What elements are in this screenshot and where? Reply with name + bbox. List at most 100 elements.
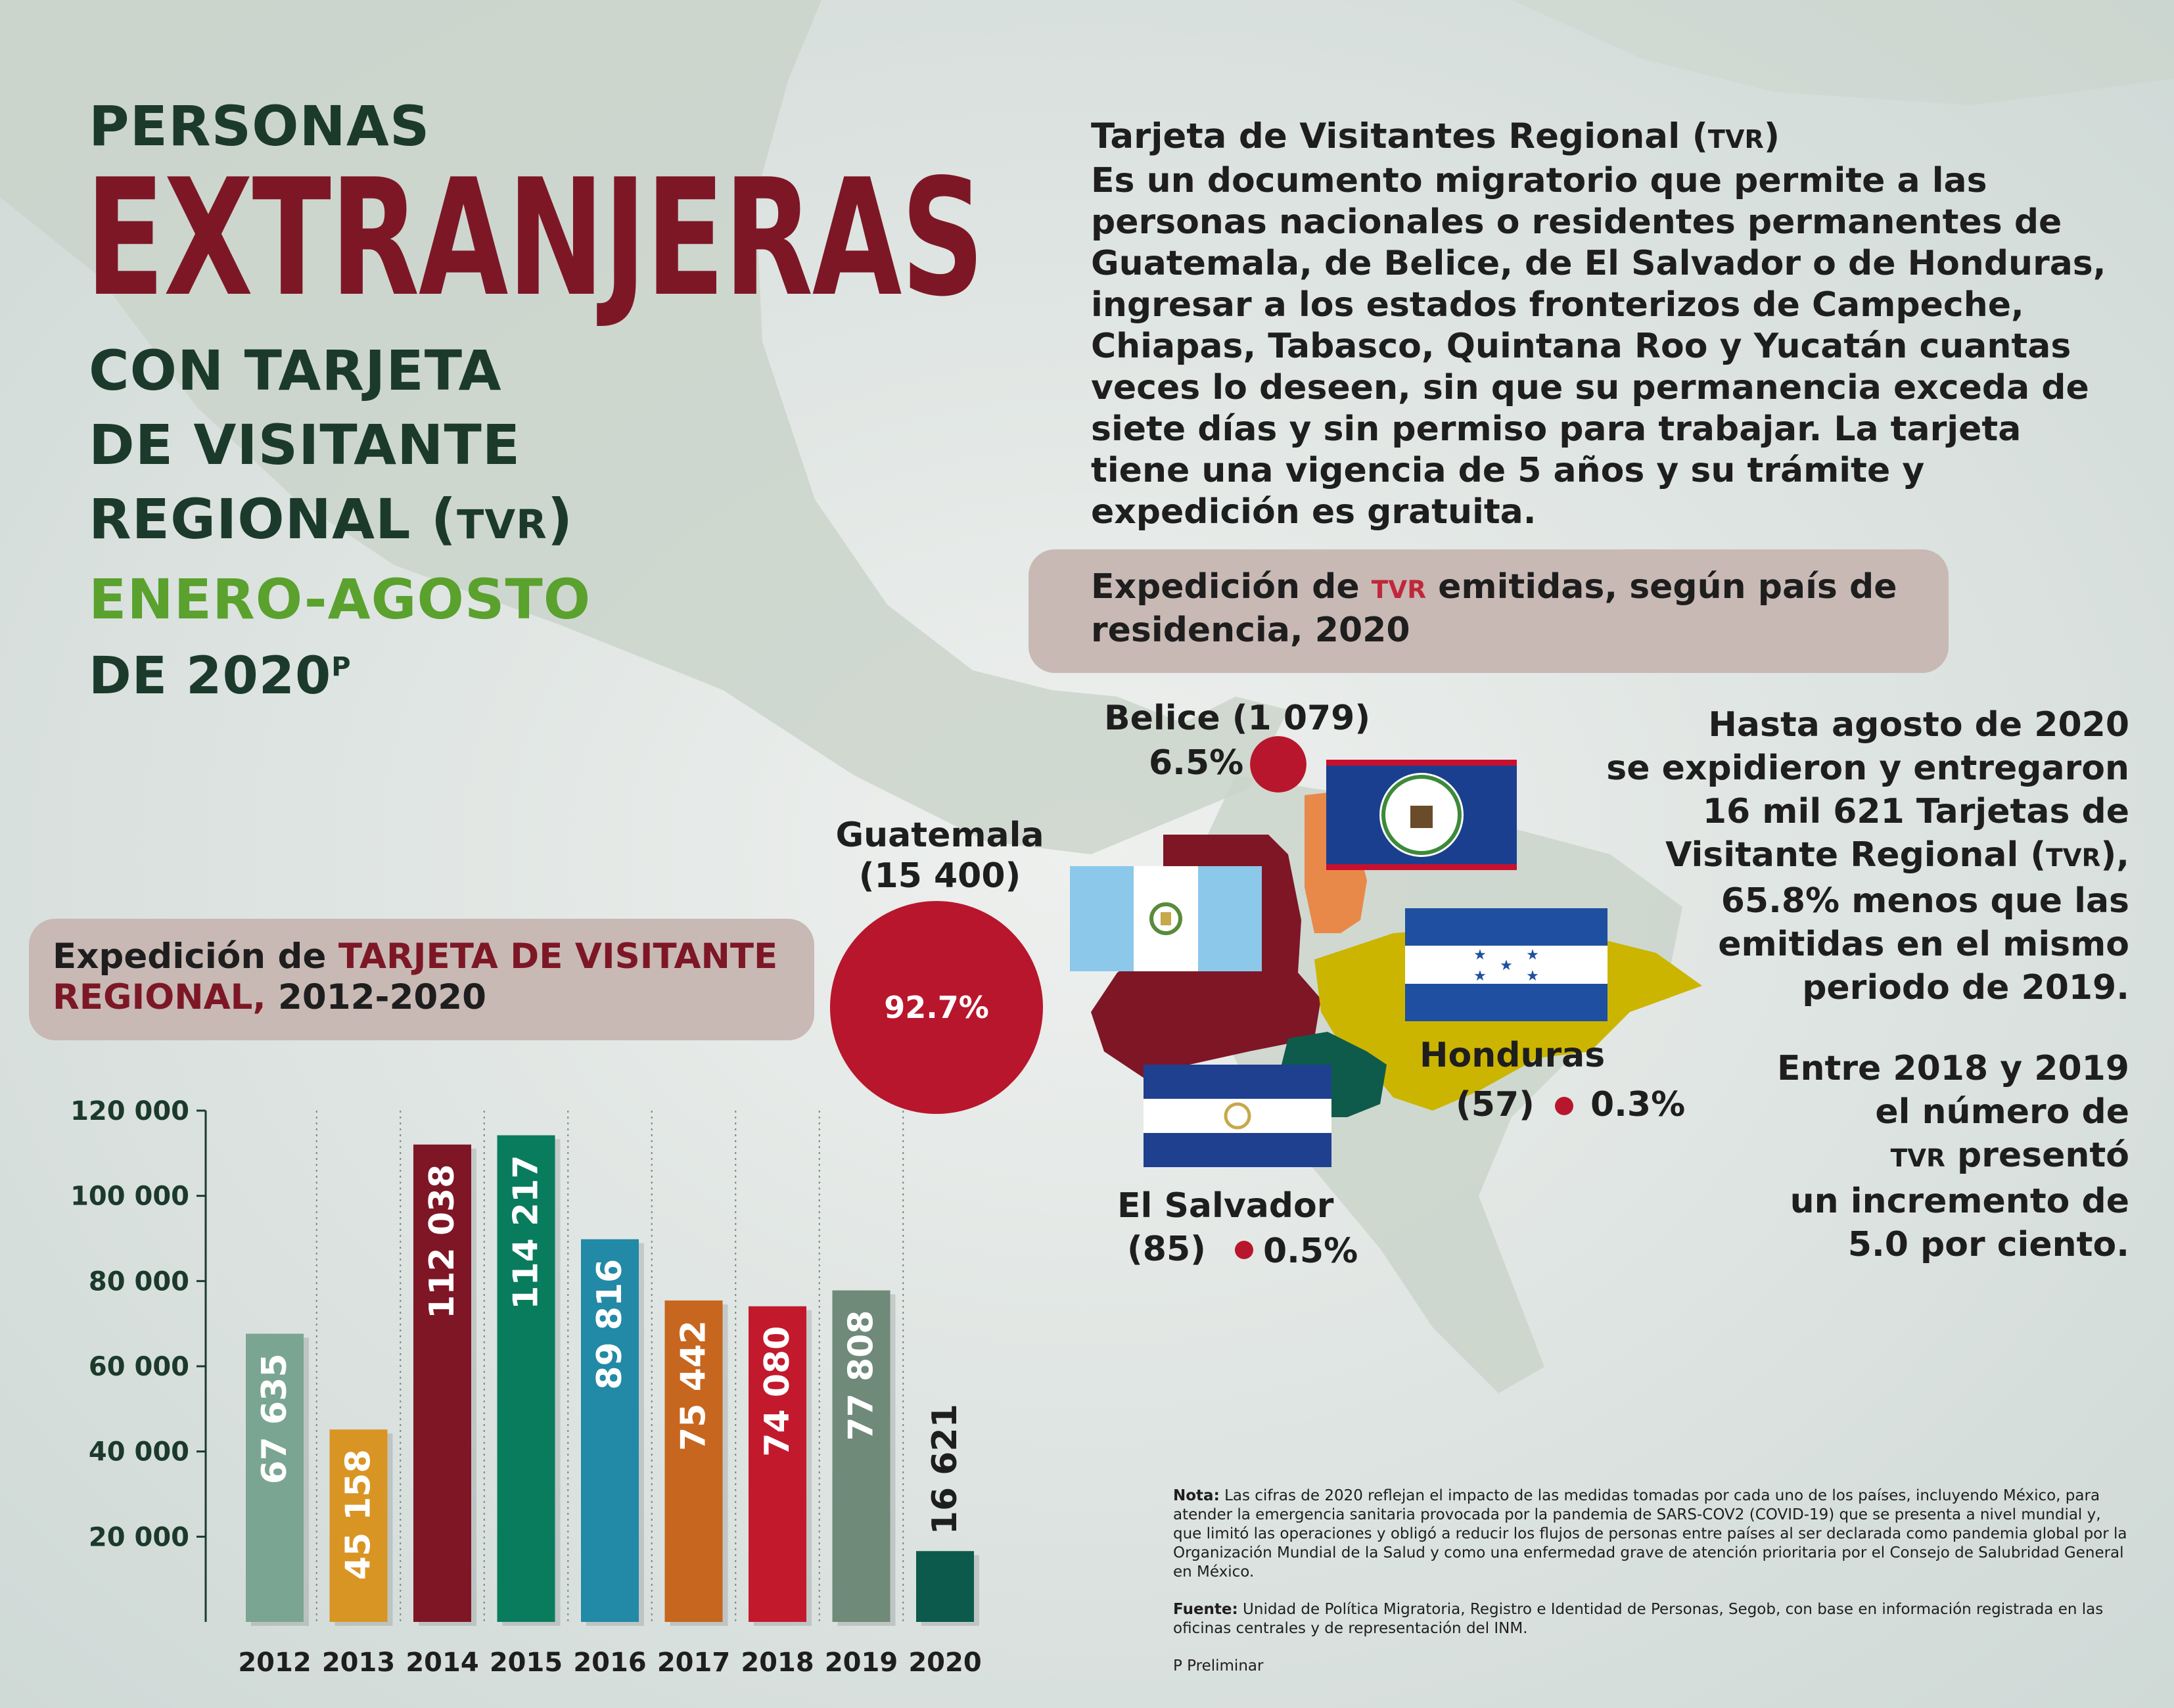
share-bubble-guatemala xyxy=(830,901,1043,1114)
description-title-end: ) xyxy=(1763,116,1780,156)
summary-abbr: TVR xyxy=(1890,1143,1945,1172)
title-line-extranjeras: EXTRANJERAS xyxy=(85,145,984,332)
chart-heading-box xyxy=(29,919,814,1040)
summary-text: Tarjetas de xyxy=(1904,792,2129,831)
el-salvador-flag xyxy=(1144,1065,1331,1167)
summary-line: 65.8% menos que las xyxy=(1577,879,2129,923)
chart-heading-post: 2012-2020 xyxy=(266,977,487,1017)
map-heading-abbr: TVR xyxy=(1371,575,1427,604)
bar-2012 xyxy=(246,1333,304,1622)
title-line-personas: PERSONAS xyxy=(89,94,430,158)
summary-text: presentó xyxy=(1945,1136,2129,1175)
share-bubble-belice xyxy=(1250,736,1307,793)
bar-2016 xyxy=(581,1239,639,1622)
svg-text:★: ★ xyxy=(1526,947,1539,963)
map-heading-post: emitidas, según país de residencia, 2020 xyxy=(1091,567,1897,650)
caribbean-silhouette xyxy=(1512,0,2174,105)
bar-value-label: 114 217 xyxy=(507,1155,546,1309)
el-salvador-count: (85) xyxy=(1127,1230,1206,1269)
description-title-abbr: TVR xyxy=(1707,125,1764,154)
bar-value-label: 67 635 xyxy=(255,1353,294,1484)
bar-value-label: 16 621 xyxy=(925,1404,965,1535)
description-title-text: Tarjeta de Visitantes Regional ( xyxy=(1091,116,1708,156)
x-tick-label: 2015 xyxy=(490,1648,563,1678)
share-bubble-el-salvador xyxy=(1235,1241,1253,1259)
guatemala-label: Guatemala (15 400) xyxy=(828,815,1052,896)
guatemala-pct: 92.7% xyxy=(884,990,989,1025)
svg-text:★: ★ xyxy=(1526,968,1539,984)
title-sup-p: P xyxy=(331,652,352,682)
summary-line: 16 mil 621 Tarjetas de xyxy=(1577,790,2129,833)
x-tick-label: 2013 xyxy=(322,1648,395,1678)
y-tick-label: 80 000 xyxy=(89,1266,189,1297)
chart-heading-red: TARJETA DE VISITANTE REGIONAL, xyxy=(53,936,778,1017)
mexico-silhouette xyxy=(0,0,1288,854)
bar-value-label: 45 158 xyxy=(339,1449,379,1580)
summary-line: TVR presentó xyxy=(1577,1134,2129,1180)
bar-2019 xyxy=(832,1290,890,1622)
guatemala-count: (15 400) xyxy=(858,856,1021,896)
belize-label: Belice (1 079) xyxy=(1104,698,1370,739)
title-regional-text: REGIONAL ( xyxy=(89,487,457,551)
summary-total: 16 mil 621 xyxy=(1702,792,1905,831)
y-tick-label: 40 000 xyxy=(89,1437,189,1467)
bar-2014 xyxy=(413,1144,471,1622)
belize-pct: 6.5% xyxy=(1149,743,1244,783)
x-tick-label: 2014 xyxy=(405,1648,478,1678)
map-heading-pre: Expedición de xyxy=(1091,567,1372,607)
x-tick-label: 2016 xyxy=(573,1648,646,1678)
honduras-name: Honduras xyxy=(1420,1036,1606,1075)
summary-line: se expidieron y entregaron xyxy=(1606,749,2129,788)
belize-flag xyxy=(1326,760,1517,870)
guatemala-name: Guatemala xyxy=(835,816,1044,855)
description-body: Es un documento migratorio que permite a… xyxy=(1091,161,2106,532)
share-bubble-honduras xyxy=(1555,1097,1573,1115)
svg-text:★: ★ xyxy=(1500,958,1513,974)
honduras-flag: ★ ★ ★ ★ ★ xyxy=(1405,908,1607,1021)
svg-text:★: ★ xyxy=(1473,968,1487,984)
title-year: DE 2020 xyxy=(89,647,332,706)
summary-text: menos que las xyxy=(1839,881,2129,921)
footnote-label: Nota: xyxy=(1173,1487,1220,1504)
belize-count: (1 079) xyxy=(1232,699,1371,738)
summary-line: periodo de 2019. xyxy=(1802,968,2129,1007)
summary-abbr: TVR xyxy=(2046,843,2101,872)
svg-text:★: ★ xyxy=(1473,947,1487,963)
y-tick-label: 20 000 xyxy=(89,1522,189,1552)
honduras-count: (57) xyxy=(1456,1085,1535,1124)
summary-text: . xyxy=(2116,1225,2129,1264)
preliminary-note: P Preliminar xyxy=(1173,1657,1264,1674)
source-text: Unidad de Política Migratoria, Registro … xyxy=(1173,1601,2104,1637)
y-tick-label: 120 000 xyxy=(70,1096,189,1126)
bar-value-label: 89 816 xyxy=(590,1259,630,1390)
bar-value-label: 112 038 xyxy=(423,1165,462,1319)
summary-2018-2019: Entre 2018 y 2019 el número de TVR prese… xyxy=(1577,1047,2129,1266)
map-panel-heading: Expedición de TVR emitidas, según país d… xyxy=(1091,566,1932,651)
title-line-con-tarjeta: CON TARJETA xyxy=(89,338,502,403)
source-note: Fuente: Unidad de Política Migratoria, R… xyxy=(1173,1600,2133,1638)
bar-value-label: 75 442 xyxy=(674,1320,714,1451)
summary-pct: 65.8% xyxy=(1721,881,1840,921)
bar-2013 xyxy=(329,1429,388,1622)
el-salvador-name: El Salvador xyxy=(1117,1186,1334,1226)
x-tick-label: 2018 xyxy=(741,1648,814,1678)
summary-line: emitidas en el mismo xyxy=(1718,925,2129,964)
y-tick-label: 60 000 xyxy=(89,1352,189,1382)
footnote-text: Las cifras de 2020 reflejan el impacto d… xyxy=(1173,1487,2127,1581)
bar-value-label: 74 080 xyxy=(758,1326,797,1457)
x-tick-label: 2020 xyxy=(908,1648,981,1678)
guatemala-flag xyxy=(1070,866,1262,971)
summary-line: Entre 2018 y 2019 xyxy=(1777,1049,2129,1088)
footnote: Nota: Las cifras de 2020 reflejan el imp… xyxy=(1173,1487,2133,1582)
source-label: Fuente: xyxy=(1173,1601,1238,1618)
x-tick-label: 2017 xyxy=(657,1648,730,1678)
title-paren: ) xyxy=(547,487,574,551)
title-line-regional: REGIONAL (TVR) xyxy=(89,492,573,547)
bar-value-label: 77 808 xyxy=(842,1310,881,1441)
summary-line: Hasta agosto de 2020 xyxy=(1708,705,2129,745)
summary-line: 5.0 por ciento. xyxy=(1577,1223,2129,1266)
bar-2018 xyxy=(749,1306,806,1622)
chart-heading: Expedición de TARJETA DE VISITANTE REGIO… xyxy=(53,936,795,1018)
bar-2015 xyxy=(497,1135,555,1622)
